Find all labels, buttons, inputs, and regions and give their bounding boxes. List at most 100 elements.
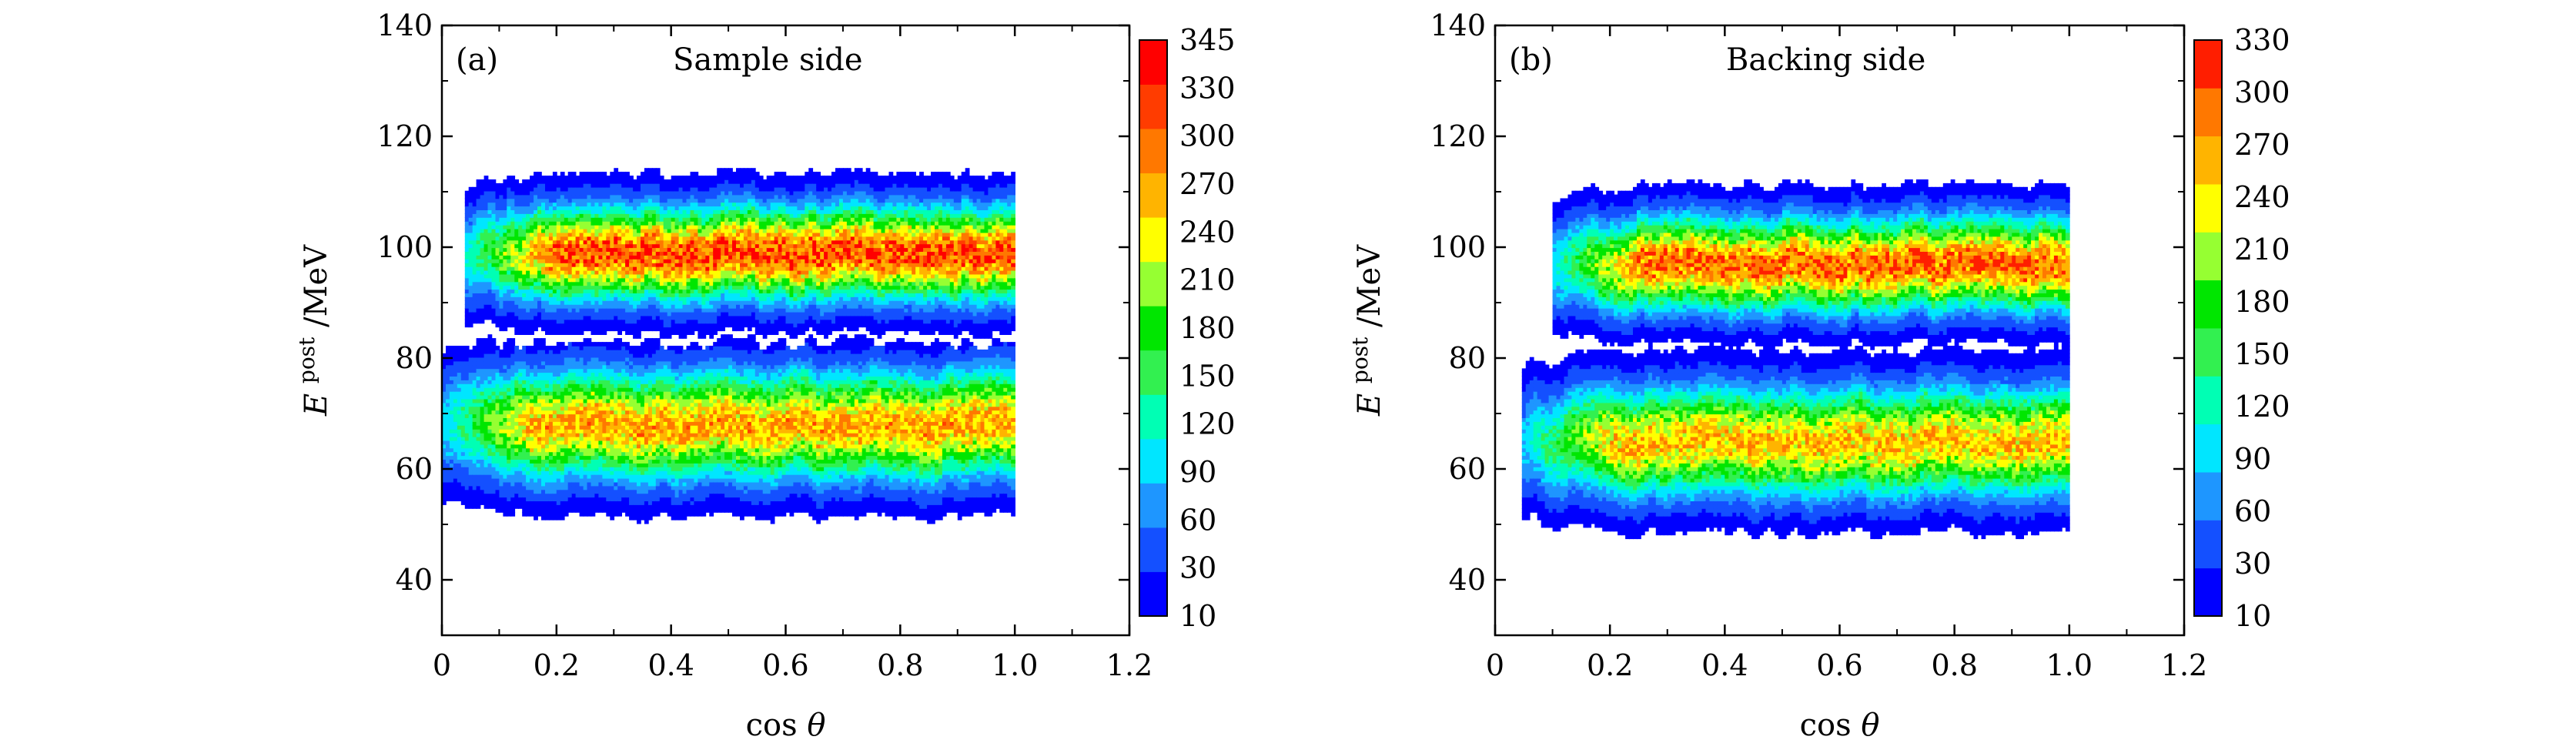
- heatmap-cell: [514, 323, 520, 328]
- heatmap-cell: [583, 266, 588, 271]
- heatmap-cell: [552, 402, 557, 407]
- heatmap-cell: [587, 259, 592, 263]
- heatmap-cell: [637, 259, 641, 263]
- heatmap-cell: [472, 477, 477, 483]
- heatmap-cell: [526, 285, 530, 290]
- heatmap-cell: [503, 353, 508, 358]
- heatmap-cell: [629, 217, 634, 222]
- heatmap-cell: [514, 421, 520, 426]
- heatmap-cell: [567, 425, 573, 430]
- heatmap-cell: [468, 463, 473, 467]
- heatmap-cell: [530, 326, 534, 332]
- heatmap-cell: [522, 501, 527, 505]
- heatmap-cell: [548, 186, 554, 192]
- heatmap-cell: [621, 311, 626, 316]
- heatmap-cell: [598, 493, 604, 498]
- heatmap-cell: [598, 406, 604, 411]
- heatmap-cell: [629, 417, 634, 422]
- heatmap-cell: [621, 319, 626, 324]
- heatmap-cell: [548, 501, 554, 505]
- heatmap-cell: [464, 425, 470, 430]
- heatmap-cell: [663, 232, 668, 237]
- heatmap-cell: [495, 217, 500, 222]
- heatmap-cell: [460, 346, 466, 350]
- heatmap-cell: [495, 463, 500, 467]
- heatmap-cell: [507, 307, 512, 313]
- heatmap-cell: [644, 414, 649, 418]
- heatmap-cell: [499, 217, 504, 222]
- heatmap-cell: [590, 414, 596, 418]
- heatmap-cell: [564, 209, 569, 214]
- heatmap-cell: [637, 383, 641, 388]
- heatmap-cell: [641, 232, 645, 237]
- heatmap-cell: [468, 380, 473, 384]
- heatmap-cell: [560, 459, 565, 464]
- heatmap-cell: [545, 239, 550, 245]
- heatmap-cell: [651, 459, 657, 464]
- heatmap-cell: [579, 432, 584, 437]
- heatmap-cell: [514, 477, 520, 483]
- heatmap-cell: [659, 224, 664, 229]
- heatmap-cell: [617, 342, 622, 347]
- heatmap-cell: [614, 451, 619, 457]
- heatmap-cell: [518, 330, 523, 335]
- heatmap-cell: [541, 368, 546, 373]
- heatmap-cell: [644, 444, 649, 449]
- heatmap-cell: [548, 273, 554, 279]
- heatmap-cell: [598, 323, 604, 328]
- heatmap-cell: [537, 417, 542, 422]
- heatmap-cell: [598, 255, 604, 259]
- heatmap-cell: [487, 360, 493, 366]
- heatmap-cell: [499, 182, 504, 188]
- heatmap-cell: [647, 293, 653, 297]
- heatmap-cell: [534, 508, 538, 513]
- heatmap-cell: [621, 186, 626, 192]
- heatmap-cell: [510, 307, 516, 313]
- heatmap-cell: [621, 410, 626, 415]
- heatmap-cell: [663, 497, 668, 501]
- heatmap-cell: [598, 421, 604, 426]
- heatmap-cell: [606, 239, 611, 245]
- heatmap-cell: [449, 349, 454, 354]
- heatmap-cell: [552, 368, 557, 373]
- heatmap-cell: [541, 417, 546, 422]
- heatmap-cell: [560, 247, 565, 252]
- heatmap-cell: [651, 296, 657, 301]
- heatmap-cell: [659, 353, 664, 358]
- heatmap-cell: [671, 357, 676, 362]
- heatmap-cell: [575, 326, 580, 332]
- heatmap-cell: [598, 497, 604, 501]
- heatmap-cell: [629, 186, 634, 192]
- heatmap-cell: [641, 323, 645, 328]
- heatmap-cell: [526, 311, 530, 316]
- heatmap-cell: [614, 311, 619, 316]
- heatmap-cell: [579, 489, 584, 494]
- heatmap-cell: [499, 296, 504, 301]
- heatmap-cell: [518, 243, 523, 249]
- heatmap-cell: [644, 429, 649, 434]
- heatmap-cell: [671, 447, 676, 453]
- heatmap-cell: [671, 315, 676, 320]
- heatmap-cell: [671, 326, 676, 332]
- heatmap-cell: [637, 451, 641, 457]
- heatmap-cell: [564, 307, 569, 313]
- heatmap-cell: [629, 315, 634, 320]
- heatmap-cell: [522, 311, 527, 316]
- heatmap-cell: [610, 501, 615, 505]
- heatmap-cell: [560, 228, 565, 233]
- heatmap-cell: [583, 383, 588, 388]
- heatmap-cell: [556, 263, 561, 267]
- heatmap-cell: [641, 493, 645, 498]
- heatmap-cell: [457, 406, 462, 411]
- heatmap-cell: [518, 239, 523, 245]
- heatmap-cell: [518, 501, 523, 505]
- heatmap-cell: [552, 463, 557, 467]
- heatmap-cell: [629, 221, 634, 226]
- heatmap-cell: [522, 485, 527, 491]
- heatmap-cell: [552, 209, 557, 214]
- heatmap-cell: [472, 421, 477, 426]
- heatmap-cell: [552, 364, 557, 370]
- heatmap-cell: [507, 387, 512, 392]
- heatmap-cell: [633, 451, 637, 457]
- heatmap-cell: [545, 390, 550, 396]
